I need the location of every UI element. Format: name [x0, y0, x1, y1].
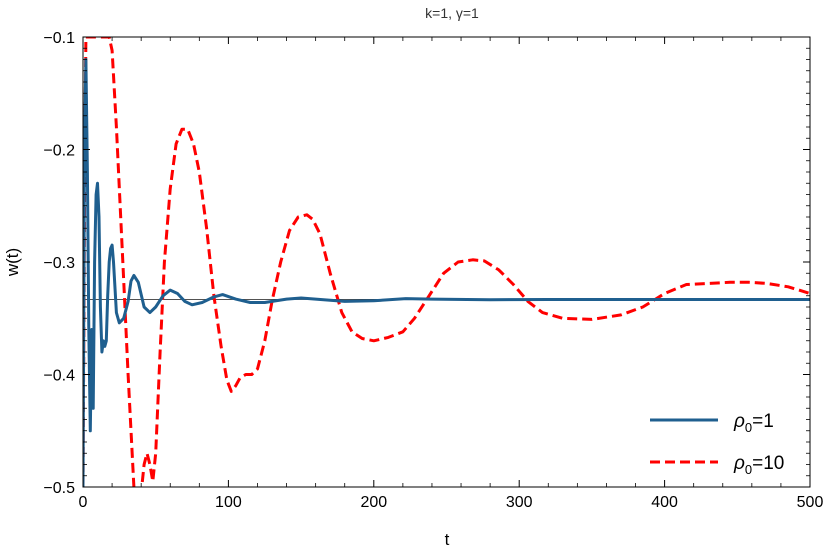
legend-label-2: ρ0=10 [733, 453, 784, 477]
x-tick-label: 400 [651, 494, 678, 511]
x-axis-title: t [445, 530, 450, 549]
x-tick-label: 100 [215, 494, 242, 511]
series-line-2 [83, 37, 810, 487]
legend-label-1: ρ0=1 [733, 411, 774, 435]
y-tick-label: −0.1 [43, 30, 75, 47]
legend: ρ0=1 ρ0=10 [650, 411, 784, 477]
y-tick-label: −0.3 [43, 255, 75, 272]
chart-title: k=1, γ=1 [425, 5, 479, 21]
series-line-1 [83, 58, 810, 487]
x-tick-label: 500 [797, 494, 824, 511]
y-tick-label: −0.5 [43, 480, 75, 497]
y-axis-title: w(t) [3, 248, 22, 277]
y-tick-label: −0.4 [43, 368, 75, 385]
x-tick-label: 0 [79, 494, 88, 511]
y-tick-label: −0.2 [43, 143, 75, 160]
x-tick-label: 300 [506, 494, 533, 511]
x-tick-label: 200 [360, 494, 387, 511]
